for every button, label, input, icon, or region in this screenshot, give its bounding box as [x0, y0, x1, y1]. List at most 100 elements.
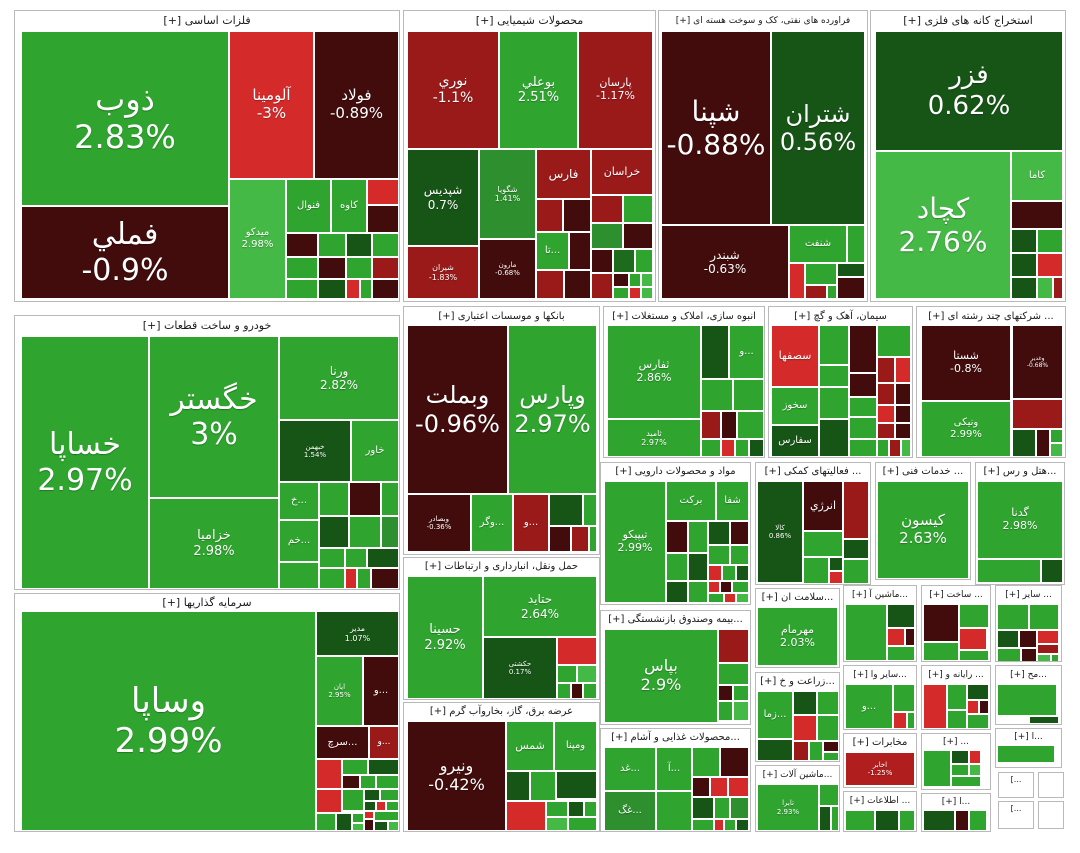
stock-tile[interactable] [738, 412, 763, 438]
stock-tile-sym[interactable]: کاما [1012, 152, 1062, 200]
stock-tile[interactable] [737, 594, 748, 602]
sector-header-misc-sector-3[interactable]: ...مح [+] [1010, 670, 1047, 680]
stock-tile[interactable] [689, 554, 707, 580]
stock-tile[interactable] [970, 751, 980, 763]
stock-tile[interactable] [902, 440, 910, 456]
stock-tile[interactable] [998, 631, 1018, 647]
stock-tile[interactable] [968, 701, 978, 713]
stock-tile[interactable] [750, 440, 763, 456]
stock-tile[interactable] [558, 638, 596, 664]
stock-tile[interactable] [722, 412, 736, 438]
stock-tile[interactable] [372, 569, 398, 588]
stock-tile[interactable] [810, 742, 822, 760]
sector-header-investments[interactable]: سرمایه گذاریها [+] [162, 596, 252, 609]
stock-tile[interactable] [584, 495, 596, 525]
sector-header-telecom[interactable]: مخابرات [+] [852, 737, 908, 748]
stock-tile[interactable] [1051, 444, 1062, 456]
sector-header-misc-sector-2[interactable]: ...ا [+] [941, 797, 971, 807]
stock-tile-sym[interactable]: ...خم [280, 521, 318, 561]
stock-tile[interactable] [317, 790, 341, 812]
stock-tile[interactable] [369, 760, 398, 774]
stock-tile[interactable] [734, 702, 748, 720]
sector-header-misc-sector-1[interactable]: ... [+] [942, 737, 969, 747]
sector-header-hotels[interactable]: ...هتل و رس [+] [983, 466, 1057, 477]
stock-tile-sym[interactable]: مدیر 1.07% [317, 612, 398, 655]
stock-tile[interactable] [578, 666, 596, 682]
stock-tile[interactable] [592, 250, 612, 272]
stock-tile[interactable] [1030, 605, 1058, 629]
stock-tile-sym[interactable]: شگویا 1.41% [480, 150, 535, 238]
stock-tile[interactable] [998, 746, 1054, 762]
stock-tile-sym[interactable]: کیسون 2.63% [878, 482, 968, 578]
stock-tile[interactable] [844, 482, 868, 538]
stock-tile[interactable] [1037, 430, 1049, 456]
stock-tile[interactable] [630, 274, 640, 286]
stock-tile-sym[interactable]: شمس [507, 722, 553, 770]
stock-tile[interactable] [558, 666, 576, 682]
stock-tile[interactable] [590, 527, 596, 551]
stock-tile[interactable] [948, 685, 966, 709]
stock-tile[interactable] [565, 271, 590, 298]
stock-tile-sym[interactable]: ...و [364, 657, 398, 725]
stock-tile-sym[interactable]: ایان 2.95% [317, 657, 362, 725]
stock-tile-sym[interactable]: فملي -0.9% [22, 207, 228, 298]
stock-tile-sym[interactable]: ...غگ [605, 792, 655, 830]
sector-header-cement[interactable]: سیمان، آهک و گچ [+] [794, 311, 887, 322]
stock-tile[interactable] [896, 424, 910, 438]
stock-tile-sym[interactable]: انرژي [804, 482, 842, 530]
stock-tile[interactable] [890, 440, 900, 456]
stock-tile-sym[interactable]: وبصادر -0.36% [408, 495, 470, 551]
stock-tile[interactable] [1038, 278, 1052, 298]
stock-tile[interactable] [547, 818, 567, 830]
stock-tile[interactable] [924, 685, 946, 728]
stock-tile[interactable] [569, 802, 583, 816]
stock-tile[interactable] [731, 522, 748, 544]
sector-header-basic-metals[interactable]: فلزات اساسی [+] [163, 14, 251, 27]
stock-tile[interactable] [557, 772, 596, 798]
stock-tile[interactable] [844, 560, 868, 583]
stock-tile[interactable] [365, 790, 379, 800]
stock-tile[interactable] [667, 582, 687, 602]
stock-tile[interactable] [317, 760, 341, 788]
stock-tile[interactable] [375, 822, 387, 830]
stock-tile[interactable] [998, 649, 1020, 661]
stock-tile[interactable] [888, 605, 914, 627]
stock-tile[interactable] [846, 811, 874, 830]
stock-tile-sym[interactable]: خزامیا 2.98% [150, 499, 278, 588]
stock-tile-sym[interactable]: حتاید 2.64% [484, 577, 596, 636]
stock-tile[interactable] [1013, 430, 1035, 456]
stock-tile[interactable] [844, 540, 868, 558]
stock-tile[interactable] [569, 818, 596, 830]
stock-tile[interactable] [888, 647, 914, 660]
stock-tile[interactable] [719, 686, 732, 700]
stock-tile[interactable] [715, 798, 729, 818]
stock-tile[interactable] [830, 558, 842, 570]
stock-tile-sym[interactable]: شپنا -0.88% [662, 32, 770, 224]
stock-tile[interactable] [820, 420, 848, 456]
stock-tile[interactable] [667, 522, 687, 552]
stock-tile[interactable] [876, 811, 898, 830]
stock-tile[interactable] [319, 234, 345, 256]
stock-tile[interactable] [377, 802, 385, 810]
stock-tile[interactable] [725, 594, 735, 602]
stock-tile[interactable] [806, 264, 836, 284]
stock-tile[interactable] [878, 406, 894, 422]
stock-tile[interactable] [731, 546, 748, 564]
stock-tile-sym[interactable]: پارسان -1.17% [579, 32, 652, 148]
stock-tile[interactable] [570, 233, 590, 269]
stock-tile-sym[interactable]: ...آ [657, 748, 691, 790]
stock-tile[interactable] [998, 685, 1056, 715]
stock-tile[interactable] [709, 594, 723, 602]
stock-tile[interactable] [347, 280, 359, 298]
stock-tile-sym[interactable]: شتران 0.56% [772, 32, 864, 224]
stock-tile[interactable] [1012, 230, 1036, 252]
stock-tile[interactable] [693, 778, 709, 796]
stock-tile[interactable] [365, 812, 373, 818]
stock-tile[interactable] [1022, 649, 1036, 661]
stock-tile-sym[interactable]: فنوال [287, 180, 330, 232]
stock-tile[interactable] [702, 440, 720, 456]
stock-tile[interactable] [1042, 560, 1062, 582]
stock-tile[interactable] [970, 811, 986, 830]
stock-tile[interactable] [794, 742, 808, 760]
sector-header-automotive[interactable]: خودرو و ساخت قطعات [+] [142, 319, 272, 332]
